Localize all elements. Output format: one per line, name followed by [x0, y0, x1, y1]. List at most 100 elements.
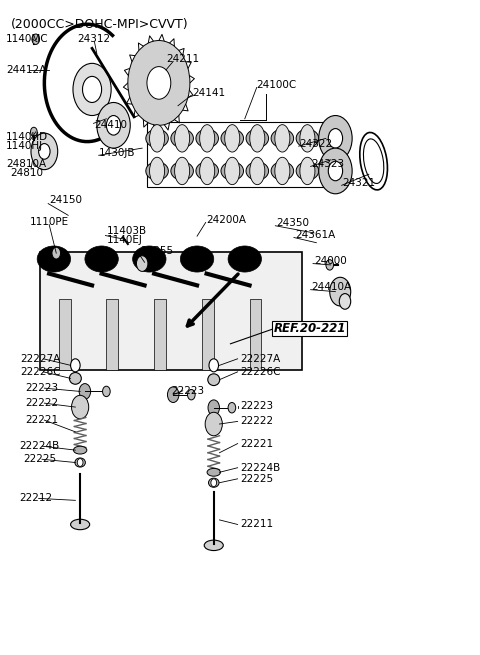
- Circle shape: [72, 396, 89, 419]
- Circle shape: [147, 67, 171, 99]
- Circle shape: [188, 390, 195, 400]
- Ellipse shape: [271, 129, 294, 147]
- Text: 22212: 22212: [20, 493, 53, 504]
- Text: 24410A: 24410A: [312, 282, 352, 292]
- Circle shape: [319, 115, 352, 161]
- Circle shape: [228, 403, 236, 413]
- Ellipse shape: [246, 129, 269, 147]
- Ellipse shape: [275, 157, 290, 185]
- Text: 1140EJ: 1140EJ: [107, 235, 142, 245]
- Circle shape: [326, 259, 334, 270]
- Text: 24141: 24141: [192, 88, 226, 98]
- Text: 24412A: 24412A: [6, 65, 47, 75]
- Text: 1110PE: 1110PE: [30, 217, 69, 227]
- Text: 11403B: 11403B: [107, 226, 146, 236]
- Ellipse shape: [321, 162, 344, 180]
- Ellipse shape: [250, 157, 265, 185]
- Text: 22221: 22221: [240, 439, 273, 449]
- Text: 24211: 24211: [166, 54, 199, 64]
- Bar: [250, 299, 262, 370]
- Circle shape: [31, 133, 58, 170]
- Ellipse shape: [196, 129, 218, 147]
- Text: 24323: 24323: [312, 159, 345, 170]
- Ellipse shape: [275, 124, 290, 152]
- Ellipse shape: [73, 446, 87, 454]
- Ellipse shape: [85, 246, 118, 272]
- Ellipse shape: [208, 478, 219, 487]
- Circle shape: [83, 77, 102, 102]
- Ellipse shape: [175, 157, 190, 185]
- Text: 22223: 22223: [171, 386, 204, 396]
- Text: 22227A: 22227A: [240, 354, 280, 364]
- Circle shape: [77, 458, 83, 466]
- Ellipse shape: [300, 124, 315, 152]
- Ellipse shape: [37, 246, 71, 272]
- Text: 22222: 22222: [25, 398, 59, 408]
- Ellipse shape: [221, 162, 243, 180]
- Ellipse shape: [146, 129, 168, 147]
- Text: 22223: 22223: [240, 401, 273, 411]
- Circle shape: [208, 400, 219, 415]
- Circle shape: [168, 387, 179, 403]
- Ellipse shape: [70, 373, 81, 384]
- Text: 1140MC: 1140MC: [6, 34, 49, 45]
- Text: 22221: 22221: [25, 415, 59, 425]
- Ellipse shape: [325, 124, 340, 152]
- Circle shape: [97, 102, 130, 148]
- Ellipse shape: [71, 519, 90, 530]
- Circle shape: [319, 148, 352, 194]
- Ellipse shape: [296, 162, 319, 180]
- Circle shape: [339, 293, 351, 309]
- Ellipse shape: [75, 458, 85, 467]
- Circle shape: [328, 128, 343, 148]
- Text: 24312: 24312: [78, 34, 111, 45]
- Ellipse shape: [200, 124, 215, 152]
- Text: 22211: 22211: [240, 519, 273, 529]
- Ellipse shape: [204, 540, 223, 551]
- Text: 24410: 24410: [95, 121, 128, 130]
- Bar: [39, 252, 302, 370]
- Ellipse shape: [132, 246, 166, 272]
- Text: 1140HJ: 1140HJ: [6, 141, 43, 151]
- Circle shape: [209, 359, 218, 372]
- Text: 22225: 22225: [240, 474, 273, 484]
- Text: 22226C: 22226C: [240, 367, 280, 377]
- Text: 24350: 24350: [276, 218, 309, 228]
- Ellipse shape: [180, 246, 214, 272]
- Text: (2000CC>DOHC-MPI>CVVT): (2000CC>DOHC-MPI>CVVT): [11, 18, 189, 31]
- Circle shape: [136, 255, 148, 271]
- Ellipse shape: [300, 157, 315, 185]
- Ellipse shape: [325, 157, 340, 185]
- Text: 24810: 24810: [10, 168, 43, 178]
- Circle shape: [205, 412, 222, 436]
- Ellipse shape: [207, 468, 220, 476]
- Circle shape: [107, 115, 120, 135]
- Text: 22224B: 22224B: [240, 462, 280, 473]
- Circle shape: [71, 359, 80, 372]
- Ellipse shape: [150, 157, 165, 185]
- Text: 24355: 24355: [140, 246, 173, 256]
- Text: REF.20-221: REF.20-221: [274, 322, 346, 335]
- Ellipse shape: [146, 162, 168, 180]
- Text: 1140HD: 1140HD: [6, 132, 48, 142]
- Ellipse shape: [271, 162, 294, 180]
- Text: 22226C: 22226C: [21, 367, 61, 377]
- Circle shape: [38, 143, 50, 159]
- Circle shape: [328, 161, 343, 181]
- Circle shape: [128, 41, 190, 125]
- Text: 24150: 24150: [49, 195, 82, 205]
- Circle shape: [32, 34, 39, 45]
- Text: 22222: 22222: [240, 417, 273, 426]
- Ellipse shape: [171, 162, 193, 180]
- Bar: [59, 299, 71, 370]
- Bar: [202, 299, 214, 370]
- Ellipse shape: [175, 124, 190, 152]
- Circle shape: [52, 248, 60, 259]
- Text: 24321: 24321: [343, 178, 376, 188]
- Ellipse shape: [225, 124, 240, 152]
- Text: 24000: 24000: [314, 256, 347, 266]
- Ellipse shape: [228, 246, 262, 272]
- Text: 22227A: 22227A: [21, 354, 61, 364]
- Text: 22223: 22223: [25, 383, 59, 393]
- Text: 24200A: 24200A: [206, 215, 247, 225]
